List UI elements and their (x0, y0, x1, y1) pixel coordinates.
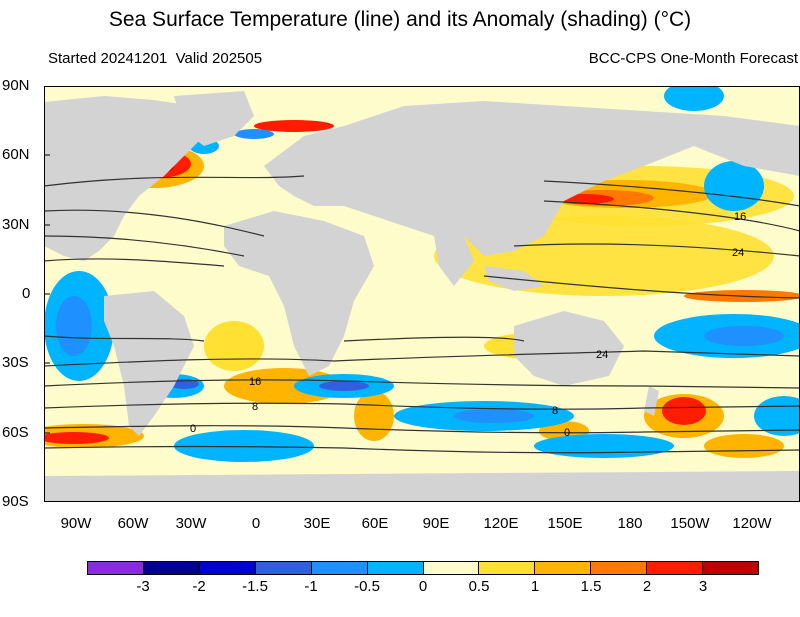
colorbar-swatch (88, 562, 144, 574)
colorbar-tick-label: -3 (136, 578, 150, 595)
colorbar-tick-label: -0.5 (354, 578, 380, 595)
map-ticks (44, 154, 50, 434)
colorbar-swatch (423, 562, 480, 574)
contour-label: 0 (564, 427, 570, 439)
contour-label: 0 (190, 423, 196, 435)
lon-label: 180 (617, 515, 643, 532)
colorbar-tick-label: -1.5 (242, 578, 268, 595)
lon-label: 60E (361, 515, 389, 532)
lon-label: 150E (547, 515, 583, 532)
colorbar-swatch (143, 562, 200, 574)
sst-anomaly-map: 16 24 24 16 8 0 8 0 (44, 86, 800, 502)
lon-label: 30E (303, 515, 331, 532)
lon-label: 150W (670, 515, 710, 532)
lon-label: 0 (251, 515, 261, 532)
colorbar-swatch (367, 562, 424, 574)
colorbar-swatch (479, 562, 536, 574)
lat-label: 30S (2, 354, 29, 371)
colorbar-swatch (199, 562, 256, 574)
colorbar-swatch (647, 562, 704, 574)
colorbar-tick-label: 3 (698, 578, 708, 595)
lon-label: 90W (60, 515, 92, 532)
colorbar-swatch (255, 562, 312, 574)
map-title: Sea Surface Temperature (line) and its A… (108, 8, 692, 31)
lat-label: 90N (2, 77, 30, 94)
lat-label: 60N (2, 146, 30, 163)
lon-label: 30W (175, 515, 207, 532)
lon-label: 60W (117, 515, 149, 532)
contour-label: 16 (734, 211, 746, 223)
colorbar-swatch (535, 562, 592, 574)
colorbar-tick-label: 0.5 (468, 578, 490, 595)
colorbar-swatch (703, 562, 759, 574)
lat-label: 90S (2, 493, 29, 510)
colorbar-tick-label: 0 (418, 578, 428, 595)
colorbar-swatch (591, 562, 648, 574)
lon-label: 120E (483, 515, 519, 532)
contour-label: 16 (249, 376, 261, 388)
map-panel: 16 24 24 16 8 0 8 0 (44, 86, 800, 502)
colorbar-swatch (311, 562, 368, 574)
cool-anomaly-shading (44, 86, 800, 462)
lat-label: 30N (2, 216, 30, 233)
colorbar-tick-label: -2 (192, 578, 206, 595)
colorbar-tick-label: -1 (304, 578, 318, 595)
lon-label: 120W (732, 515, 772, 532)
anomaly-colorbar (87, 561, 759, 575)
colorbar-tick-label: 1 (530, 578, 540, 595)
lat-label: 0 (22, 285, 31, 302)
forecast-dates: Started 20241201 Valid 202505 (48, 50, 263, 67)
sst-contours (44, 175, 800, 454)
contour-labels: 16 24 24 16 8 0 8 0 (190, 211, 746, 439)
forecast-source: BCC-CPS One-Month Forecast (588, 50, 798, 67)
contour-label: 8 (252, 401, 258, 413)
lon-label: 90E (422, 515, 450, 532)
contour-label: 24 (596, 349, 608, 361)
contour-label: 8 (552, 405, 558, 417)
contour-label: 24 (732, 247, 744, 259)
colorbar-tick-label: 2 (642, 578, 652, 595)
colorbar-tick-label: 1.5 (580, 578, 602, 595)
lat-label: 60S (2, 424, 29, 441)
